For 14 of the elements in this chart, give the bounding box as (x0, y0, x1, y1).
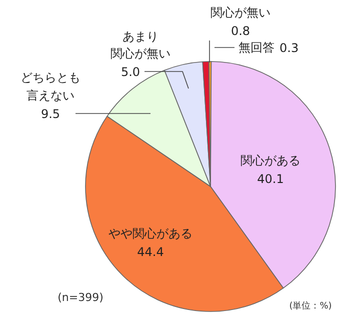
slice-label: やや関心がある (108, 226, 192, 240)
data-label: 44.4 (137, 245, 164, 259)
data-label: 40.1 (257, 172, 284, 186)
data-label: 5.0 (120, 65, 140, 79)
slice-label: 無回答 (238, 40, 274, 54)
data-label: 0.8 (230, 24, 250, 38)
slice-label: どちらとも言えない (20, 70, 80, 102)
slice-label: 関心が無い (210, 6, 270, 20)
text: (単位：%) (289, 300, 332, 312)
data-label: 0.3 (280, 41, 299, 55)
text: (n=399) (58, 291, 104, 304)
slice-label: 関心がある (240, 154, 300, 168)
slice-label: あまり関心が無い (110, 30, 170, 60)
data-label: 9.5 (40, 107, 60, 121)
